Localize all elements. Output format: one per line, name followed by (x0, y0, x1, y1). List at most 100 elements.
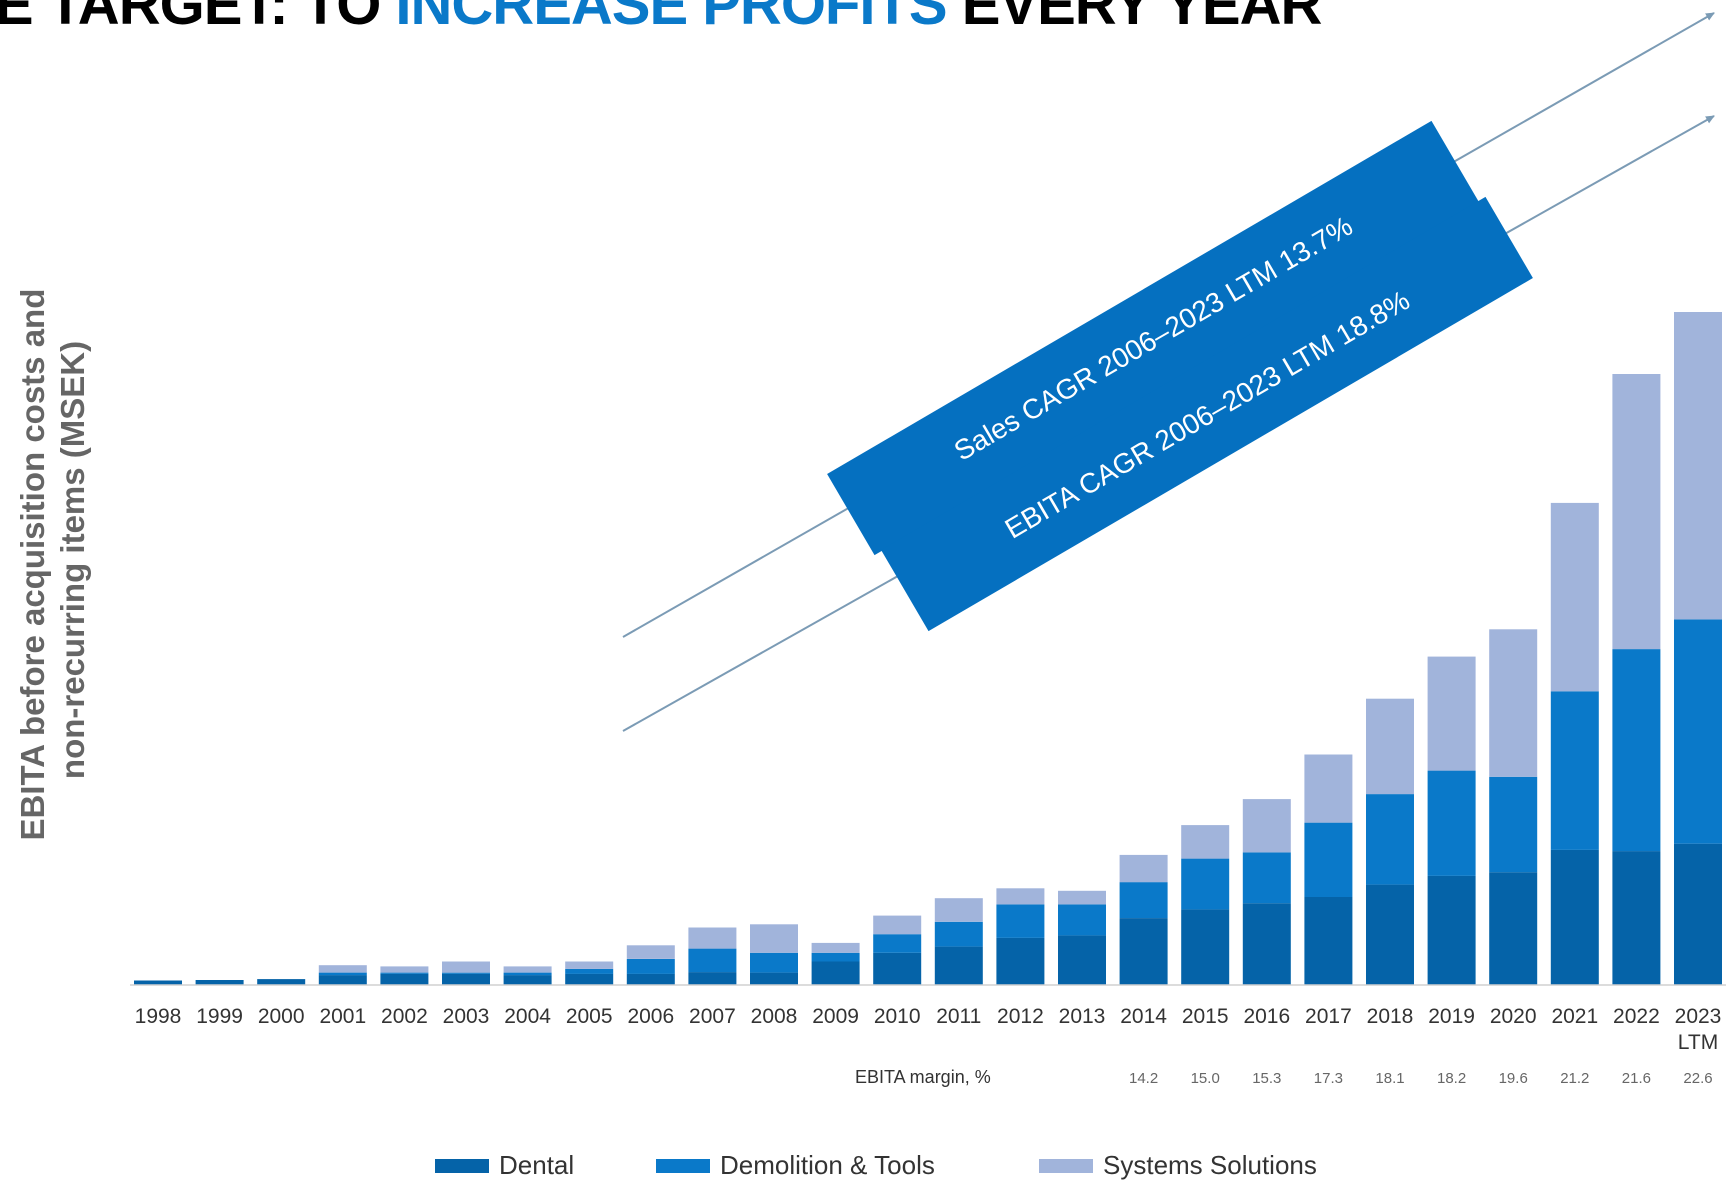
ebita-margin-label: EBITA margin, % (855, 1067, 991, 1087)
x-tick-2001: 2001 (319, 1005, 366, 1028)
ebita-margin-2018: 18.1 (1375, 1070, 1404, 1087)
bar-systems-solutions-2011 (934, 898, 983, 922)
sales-cagr-banner-box (827, 120, 1479, 556)
x-tick-2017: 2017 (1305, 1005, 1352, 1028)
ebita-margin-2015: 15.0 (1191, 1070, 1220, 1087)
legend-item-systems: Systems Solutions (1039, 1150, 1317, 1181)
bar-dental-2007 (688, 972, 737, 985)
bar-demolition-tools-2001 (318, 972, 367, 976)
bar-systems-solutions-2006 (626, 945, 675, 959)
x-tick-2020: 2020 (1490, 1005, 1537, 1028)
bar-dental-2013 (1058, 935, 1106, 985)
bar-dental-2008 (750, 972, 798, 985)
bar-dental-2011 (934, 946, 983, 985)
bar-demolition-tools-2020 (1489, 776, 1538, 873)
legend-item-dental: Dental (435, 1150, 574, 1181)
bar-systems-solutions-2021 (1550, 502, 1599, 692)
ebita-cagr-banner-box (881, 196, 1533, 632)
bar-dental-1998 (134, 980, 182, 985)
bar-dental-2016 (1242, 903, 1291, 985)
bar-dental-2009 (811, 961, 860, 985)
legend-label-demolition: Demolition & Tools (720, 1150, 935, 1180)
bar-systems-solutions-2014 (1119, 854, 1168, 883)
title-highlight: INCREASE PROFITS (395, 0, 947, 37)
bar-systems-solutions-2001 (318, 965, 367, 973)
bar-dental-1999 (195, 980, 244, 985)
ebita-margin-2016: 15.3 (1252, 1070, 1281, 1087)
ebita-margin-2023: 22.6 (1683, 1070, 1712, 1087)
legend: Dental Demolition & Tools Systems Soluti… (0, 1150, 1736, 1180)
bar-systems-solutions-2013 (1058, 890, 1106, 905)
bar-demolition-tools-2023 (1674, 619, 1722, 844)
legend-swatch-demolition (656, 1158, 710, 1173)
x-tick-2006: 2006 (627, 1005, 674, 1028)
x-tick-2019: 2019 (1428, 1005, 1475, 1028)
bar-dental-2021 (1550, 849, 1599, 985)
bar-systems-solutions-2019 (1427, 656, 1476, 771)
bar-dental-2010 (873, 952, 922, 985)
bar-dental-2006 (626, 973, 675, 985)
x-tick-2002: 2002 (381, 1005, 428, 1028)
bar-dental-2004 (503, 975, 552, 985)
x-tick-1999: 1999 (196, 1005, 243, 1028)
bar-systems-solutions-2015 (1181, 825, 1230, 859)
bar-demolition-tools-2022 (1612, 649, 1661, 852)
x-tick-2003: 2003 (443, 1005, 490, 1028)
bar-dental-2019 (1427, 875, 1476, 985)
bar-systems-solutions-2010 (873, 915, 922, 935)
legend-label-systems: Systems Solutions (1103, 1150, 1317, 1180)
x-tick-labels: 1998 1999 2000 2001 2002 2003 2004 2005 2006 2007… (135, 1005, 1722, 1054)
bar-systems-solutions-2023 (1674, 312, 1722, 620)
x-tick-2010: 2010 (874, 1005, 921, 1028)
bar-demolition-tools-2013 (1058, 904, 1106, 936)
bar-systems-solutions-2005 (565, 961, 614, 969)
x-tick-2012: 2012 (997, 1005, 1044, 1028)
x-tick-2023: 2023 LTM (1675, 1005, 1722, 1054)
x-tick-2008: 2008 (751, 1005, 798, 1028)
x-tick-2013: 2013 (1059, 1005, 1106, 1028)
legend-swatch-systems (1039, 1158, 1093, 1173)
bar-systems-solutions-2016 (1242, 799, 1291, 853)
bar-demolition-tools-2004 (503, 972, 552, 976)
bar-dental-2020 (1489, 872, 1538, 985)
legend-label-dental: Dental (499, 1150, 575, 1180)
title-part-1: NE TARGET: TO (0, 0, 381, 37)
x-tick-2016: 2016 (1243, 1005, 1290, 1028)
bar-demolition-tools-2015 (1181, 858, 1230, 910)
x-tick-2021: 2021 (1551, 1005, 1598, 1028)
y-axis-label-line-1: EBITA before acquisition costs and (14, 289, 51, 841)
bar-dental-2022 (1612, 851, 1661, 985)
bar-systems-solutions-2004 (503, 966, 552, 973)
x-tick-2005: 2005 (566, 1005, 613, 1028)
bar-dental-2015 (1181, 909, 1230, 985)
ebita-margin-2022: 21.6 (1622, 1070, 1651, 1087)
y-axis-label: EBITA before acquisition costs and non-r… (14, 279, 91, 840)
bar-dental-2014 (1119, 918, 1168, 985)
bar-dental-2003 (442, 973, 490, 985)
legend-item-demolition: Demolition & Tools (656, 1150, 935, 1181)
bar-systems-solutions-2009 (811, 942, 860, 953)
bar-dental-2018 (1366, 884, 1414, 985)
bar-demolition-tools-2003 (442, 972, 490, 974)
bar-dental-2002 (380, 973, 429, 985)
bar-systems-solutions-2012 (996, 888, 1045, 905)
bar-dental-2017 (1304, 897, 1353, 985)
title-part-3: EVERY YEAR (946, 0, 1323, 37)
bar-systems-solutions-2003 (442, 961, 490, 973)
x-tick-2015: 2015 (1182, 1005, 1229, 1028)
bar-systems-solutions-2018 (1366, 698, 1414, 795)
bar-demolition-tools-2007 (688, 948, 737, 973)
bar-systems-solutions-2022 (1612, 374, 1661, 650)
ebita-margin-2014: 14.2 (1129, 1070, 1158, 1087)
page-title: NE TARGET: TO INCREASE PROFITS EVERY YEA… (0, 0, 1323, 37)
ebita-margin-2017: 17.3 (1314, 1070, 1343, 1087)
x-tick-2011: 2011 (936, 1005, 981, 1028)
bar-dental-2000 (257, 979, 306, 985)
bar-demolition-tools-2002 (380, 972, 429, 974)
bar-dental-2023 (1674, 843, 1722, 985)
x-tick-2018: 2018 (1367, 1005, 1414, 1028)
bar-demolition-tools-2010 (873, 934, 922, 953)
legend-swatch-dental (435, 1158, 489, 1173)
bar-demolition-tools-2019 (1427, 770, 1476, 876)
